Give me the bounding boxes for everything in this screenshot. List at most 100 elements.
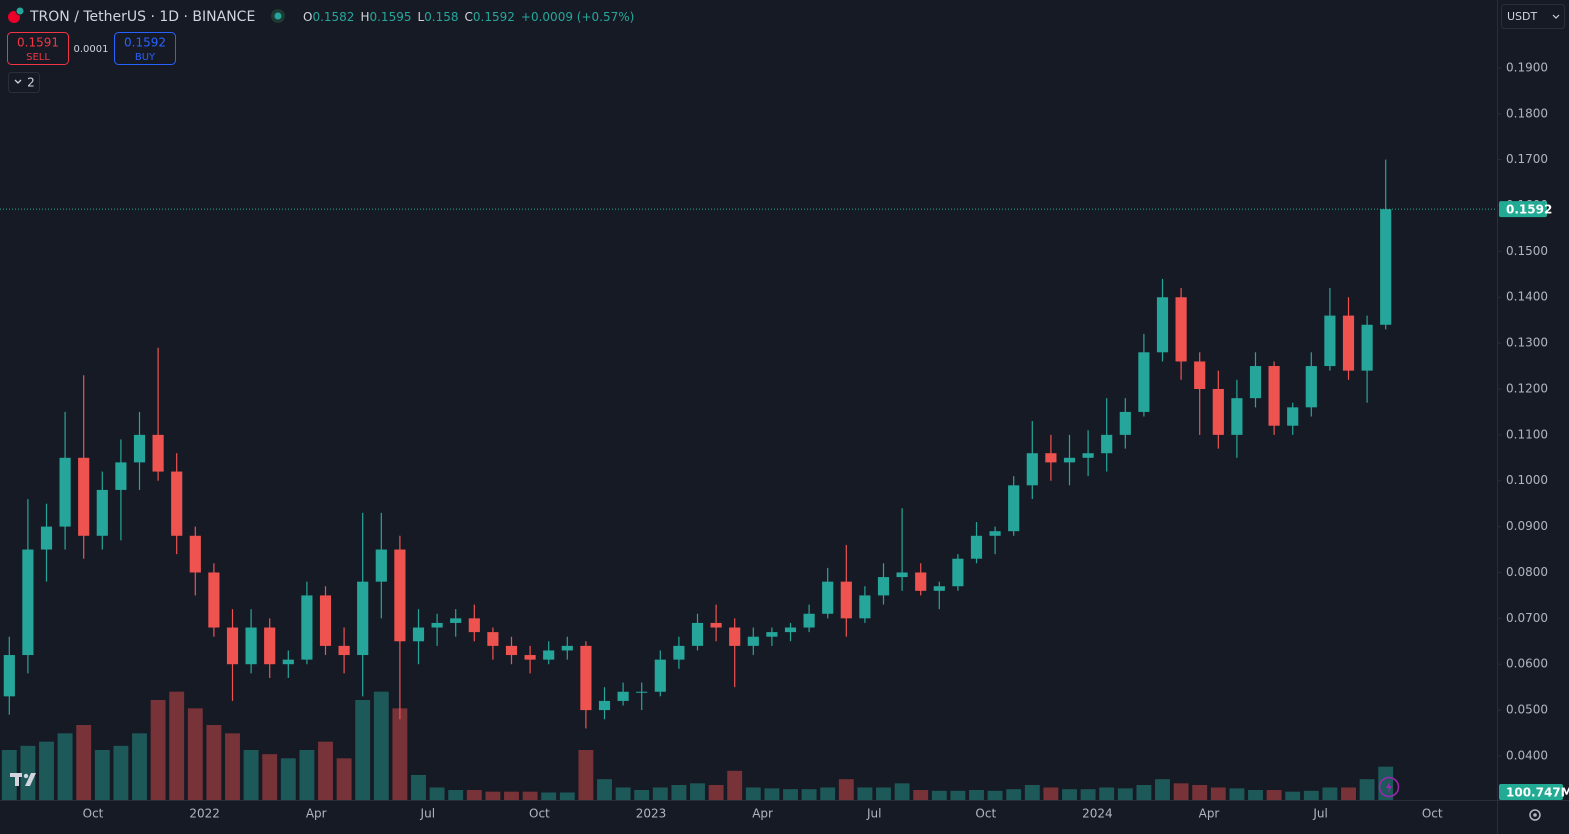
candle-body bbox=[970, 535, 983, 559]
x-tick-label: Oct bbox=[975, 807, 996, 821]
candle-body bbox=[1249, 366, 1262, 399]
candle-body bbox=[115, 462, 127, 490]
y-tick-label: 0.0500 bbox=[1506, 703, 1548, 717]
candle-body bbox=[357, 581, 369, 656]
volume-bar bbox=[243, 750, 259, 800]
candle-body bbox=[1026, 453, 1038, 486]
candle-body bbox=[915, 572, 927, 591]
symbol-title[interactable]: TRON / TetherUS · 1D · BINANCE bbox=[29, 9, 255, 25]
candle-body bbox=[747, 636, 759, 646]
volume-bar bbox=[411, 775, 426, 800]
h-label: H bbox=[360, 10, 369, 24]
candle-body bbox=[1101, 434, 1113, 454]
volume-bar bbox=[1099, 787, 1115, 800]
logo-part bbox=[15, 773, 19, 786]
candle-body bbox=[1342, 315, 1355, 371]
settings-button[interactable] bbox=[1529, 809, 1541, 821]
volume-bar bbox=[1359, 779, 1375, 800]
y-tick-label: 0.0400 bbox=[1506, 748, 1548, 762]
candle-body bbox=[784, 627, 797, 633]
volume-bar bbox=[708, 785, 724, 800]
volume-bar bbox=[559, 792, 575, 800]
axes: 0.0400 0.0500 0.0600 0.0700 0.0800 0.0900 0.10… bbox=[83, 60, 1569, 820]
candle-body bbox=[524, 655, 536, 660]
candle-body bbox=[1194, 361, 1206, 389]
volume-bar bbox=[1285, 791, 1301, 800]
volume-bar bbox=[783, 789, 798, 800]
c-value: 0.1592 bbox=[473, 10, 515, 24]
indicators-toggle[interactable] bbox=[8, 72, 40, 93]
candle-body bbox=[1045, 453, 1057, 463]
ohlc-legend: O0.1582 H0.1595 L0.158 C0.1592 +0.0009 (+0.5… bbox=[303, 10, 634, 24]
volume-label: 100.747M bbox=[1506, 786, 1569, 800]
volume-bar bbox=[355, 700, 371, 800]
candle-body bbox=[171, 471, 183, 536]
candle-body bbox=[468, 618, 480, 633]
volume-bar bbox=[1043, 787, 1059, 800]
candle-body bbox=[822, 581, 834, 614]
volume-bar bbox=[169, 691, 185, 800]
volume-bar bbox=[1378, 766, 1394, 800]
candle-body bbox=[1361, 324, 1373, 371]
volume-bar bbox=[1303, 790, 1319, 800]
x-tick-label: Apr bbox=[752, 807, 773, 821]
volume-bar bbox=[504, 791, 519, 800]
o-value: 0.1582 bbox=[312, 10, 354, 24]
last-price-label: 0.1592 bbox=[1506, 203, 1552, 217]
sell-button[interactable] bbox=[7, 32, 69, 65]
volume-bar bbox=[336, 758, 352, 800]
candle-body bbox=[1268, 366, 1280, 426]
candle-body bbox=[1008, 485, 1020, 532]
y-tick-label: 0.0700 bbox=[1506, 611, 1548, 625]
candle-body bbox=[673, 645, 685, 660]
y-tick-label: 0.1700 bbox=[1506, 152, 1548, 166]
volume-bar bbox=[113, 745, 129, 800]
candle-body bbox=[766, 632, 778, 637]
candle-body bbox=[896, 572, 908, 578]
candle-body bbox=[1063, 457, 1076, 463]
candle-body bbox=[189, 535, 201, 573]
buy-button[interactable] bbox=[114, 32, 176, 65]
volume-bar bbox=[225, 733, 240, 800]
x-tick-label: 2023 bbox=[636, 807, 667, 821]
candle-body bbox=[1305, 366, 1317, 408]
volume-bar bbox=[429, 787, 445, 800]
sell-price: 0.1591 bbox=[17, 36, 59, 50]
x-tick-label: Apr bbox=[306, 807, 327, 821]
candle-body bbox=[1119, 411, 1131, 435]
volume-bar bbox=[1136, 785, 1152, 800]
volume-bar bbox=[1192, 785, 1208, 800]
candle-body bbox=[505, 645, 518, 656]
sell-label: SELL bbox=[26, 52, 50, 63]
volume-bar bbox=[671, 785, 687, 800]
volume-bar bbox=[950, 790, 966, 800]
lightning-button[interactable] bbox=[1378, 776, 1400, 798]
volume-bar bbox=[57, 733, 73, 800]
h-value: 0.1595 bbox=[369, 10, 411, 24]
candle-body bbox=[654, 659, 666, 692]
volume-bar bbox=[820, 787, 836, 800]
volume-bar bbox=[1080, 789, 1096, 800]
logo-part bbox=[23, 773, 29, 779]
volume-bar bbox=[745, 787, 761, 800]
x-tick-label: 2024 bbox=[1082, 807, 1113, 821]
currency-dropdown[interactable] bbox=[1501, 4, 1565, 29]
candle-body bbox=[952, 558, 964, 587]
y-tick-label: 0.1000 bbox=[1506, 473, 1548, 487]
candle-body bbox=[412, 627, 425, 642]
spread: 0.0001 bbox=[74, 44, 109, 55]
volume-bar bbox=[1229, 788, 1245, 800]
candle-body bbox=[487, 632, 499, 646]
volume-bar bbox=[20, 745, 36, 800]
candle-body bbox=[1324, 315, 1336, 367]
volume-bar bbox=[1322, 787, 1338, 800]
volume-bar bbox=[1155, 779, 1170, 800]
candle-body bbox=[543, 650, 555, 660]
x-tick-label: Apr bbox=[1199, 807, 1220, 821]
lightning-icon bbox=[1386, 781, 1392, 793]
volume-bar bbox=[969, 790, 984, 800]
volume-bar bbox=[466, 790, 482, 800]
